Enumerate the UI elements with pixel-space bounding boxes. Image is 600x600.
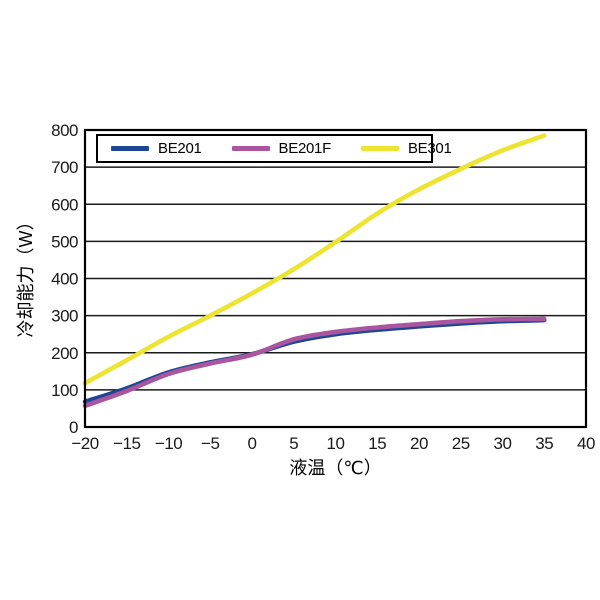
y-tick-label-600: 600 (51, 195, 78, 214)
legend-label-be201f: BE201F (278, 140, 332, 157)
be301-line-swatch (360, 146, 399, 151)
y-tick-label-100: 100 (51, 381, 78, 400)
y-tick-label-700: 700 (51, 158, 78, 177)
legend-item-be201f: BE201F (231, 140, 332, 157)
y-tick-label-200: 200 (51, 344, 78, 363)
x-tick-label-30: 30 (494, 434, 512, 453)
x-tick-label-25: 25 (452, 434, 470, 453)
y-tick-label-500: 500 (51, 232, 78, 251)
x-axis-title: 液温（℃） (289, 458, 382, 478)
x-tick-label--20: −20 (71, 434, 98, 453)
x-tick-label--10: −10 (155, 434, 182, 453)
legend-label-be201: BE201 (158, 140, 202, 157)
x-tick-label-5: 5 (289, 434, 298, 453)
x-tick-label-20: 20 (410, 434, 428, 453)
x-tick-label--5: −5 (201, 434, 219, 453)
plot-frame (83, 128, 588, 429)
legend-item-be301: BE301 (360, 140, 452, 157)
x-tick-label--15: −15 (113, 434, 140, 453)
y-tick-label-0: 0 (69, 418, 78, 437)
legend-label-be301: BE301 (407, 140, 452, 157)
y-axis-title: 冷却能力（W） (16, 212, 36, 338)
x-tick-label-40: 40 (577, 434, 595, 453)
x-tick-label-35: 35 (535, 434, 553, 453)
chart-legend: BE201 BE201F BE301 (96, 134, 452, 163)
series-line-be301 (82, 133, 547, 386)
x-tick-label-10: 10 (327, 434, 345, 453)
be201-line-swatch (111, 146, 149, 151)
y-tick-label-800: 800 (51, 121, 78, 140)
y-tick-label-400: 400 (51, 270, 78, 289)
series-line-be201f (82, 316, 547, 409)
y-tick-label-300: 300 (51, 307, 78, 326)
be201f-line-swatch (231, 146, 270, 151)
legend-item-be201: BE201 (111, 140, 202, 157)
x-tick-label-15: 15 (368, 434, 386, 453)
x-tick-label-0: 0 (248, 434, 257, 453)
